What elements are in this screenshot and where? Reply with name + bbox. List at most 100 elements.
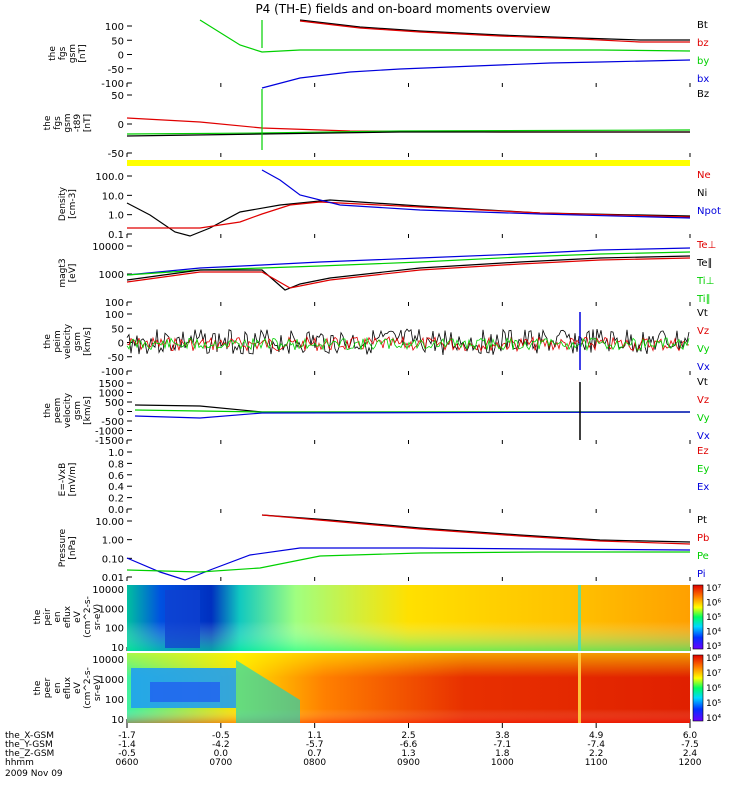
y-axis-label: velocity [63, 392, 73, 428]
legend-entry: Vy [697, 344, 710, 355]
y-tick-label: 0.10 [102, 554, 124, 565]
y-tick-label: 1000 [99, 675, 124, 686]
y-tick-label: 0 [118, 51, 124, 62]
orbit-row-label: the_Z-GSM [5, 749, 54, 759]
y-tick-label: 10000 [92, 585, 124, 596]
orbit-value: -7.1 [494, 740, 512, 750]
y-tick-label: 0.1 [108, 230, 124, 241]
panel-8: 10.00 1.00 0.10 0.01 Pressure [nPa] Pt Pb Pe Pi [58, 515, 709, 584]
y-axis-label: sr-eV) [93, 604, 103, 630]
trace-vt-peim [126, 328, 690, 356]
y-tick-label: 0.8 [108, 459, 124, 470]
y-tick-label: 50 [111, 91, 124, 102]
orbit-value: -6.6 [400, 740, 418, 750]
orbit-value: 0.7 [308, 749, 322, 759]
panel-7: 1.00.80.60.40.20.0 E=-VxB [mV/m] Ez Ey Ex [58, 446, 709, 516]
legend-entry: bz [697, 38, 709, 49]
colorbar-label: 10⁷ [706, 669, 721, 679]
legend-entry: Vt [697, 377, 708, 388]
y-tick-label: 10 [111, 643, 124, 654]
y-axis-label: eV [73, 681, 83, 694]
y-tick-label: 10.00 [95, 517, 124, 528]
y-axis-label: en [53, 682, 63, 693]
y-tick-label: 0.4 [108, 482, 124, 493]
y-axis-label: the [43, 403, 53, 418]
legend-entry: Ti∥ [696, 294, 711, 305]
orbit-value: -0.5 [212, 731, 230, 741]
legend-entry: Npot [697, 206, 721, 217]
colorbar-label: 10⁶ [706, 599, 721, 609]
legend-entry: Pi [697, 569, 706, 580]
legend-entry: Ez [697, 446, 709, 457]
y-tick-label: 100 [105, 695, 124, 706]
panel-5: 100 50 0 -50 -100 the peim velocity gsm [km/s] Vt V… [43, 308, 710, 378]
panel-3: 100.0 10.0 1.0 0.1 Density [cm-3] Ne Ni Npot [58, 170, 721, 241]
legend-entry: Pt [697, 515, 707, 526]
yellow-strip [127, 160, 690, 166]
orbit-value: 3.8 [495, 731, 510, 741]
legend-entry: Vz [697, 326, 709, 337]
orbit-value: -0.5 [118, 749, 136, 759]
y-tick-label: 0 [118, 120, 124, 131]
y-tick-label: 0 [118, 408, 124, 419]
y-axis-label: [nPa] [68, 536, 78, 559]
orbit-value: -7.4 [587, 740, 605, 750]
panel-4: 10000 1000 100 magt3 [eV] Te⊥ Te∥ Ti⊥ Ti∥ [58, 240, 716, 309]
y-tick-label: 1.00 [102, 536, 124, 547]
y-axis-label: peir [43, 608, 53, 626]
legend-entry: Vx [697, 362, 710, 373]
y-tick-label: 10000 [92, 242, 124, 253]
legend-entry: bx [697, 74, 709, 85]
y-tick-label: 0.01 [102, 573, 124, 584]
y-tick-label: -100 [101, 367, 124, 378]
colorbar-label: 10⁴ [706, 714, 721, 724]
y-axis-label: en [53, 611, 63, 622]
ion-spectrogram [127, 585, 690, 651]
trace-bt [299, 19, 690, 41]
trace-by [199, 19, 691, 53]
y-tick-label: 1.0 [108, 211, 124, 222]
y-tick-label: -500 [101, 417, 124, 428]
orbit-value: -4.2 [212, 740, 230, 750]
trace-bz [299, 20, 690, 43]
orbit-value: 1.1 [308, 731, 322, 741]
orbit-value: 1.8 [495, 749, 510, 759]
colorbar-label: 10⁴ [706, 628, 721, 638]
y-axis-label: Pressure [58, 528, 68, 567]
orbit-value: -7.5 [681, 740, 699, 750]
y-axis-label: [km/s] [83, 327, 93, 356]
y-axis-label: [eV] [68, 264, 78, 283]
colorbar-label: 10³ [706, 642, 721, 652]
y-tick-label: 10.0 [102, 191, 124, 202]
y-tick-label: 100 [105, 22, 124, 33]
legend-entry: Ni [697, 188, 707, 199]
y-axis-label: the [43, 334, 53, 349]
legend-entry: Ey [697, 464, 709, 475]
legend-entry: Vz [697, 395, 709, 406]
orbit-value: -1.4 [118, 740, 136, 750]
y-axis-label: [cm-3] [68, 189, 78, 219]
orbit-value: -1.7 [118, 731, 136, 741]
orbit-value: 0700 [209, 758, 232, 768]
legend-entry: Pb [697, 533, 709, 544]
trace-vx-peem [134, 411, 691, 419]
y-tick-label: -50 [108, 353, 124, 364]
y-axis-label: fgs [58, 46, 68, 60]
y-tick-label: -100 [101, 79, 124, 90]
trace-bz-green [126, 129, 691, 135]
y-axis-label: peem [53, 398, 63, 424]
y-tick-label: 500 [105, 398, 124, 409]
y-tick-label: 1000 [99, 604, 124, 615]
y-tick-label: -50 [108, 149, 124, 160]
y-tick-label: -1500 [95, 436, 124, 447]
colorbar-label: 10⁷ [706, 584, 721, 594]
y-tick-label: 0.6 [108, 471, 124, 482]
colorbar-label: 10⁵ [706, 613, 721, 623]
y-axis-label: peer [43, 677, 53, 698]
orbit-value: -5.7 [306, 740, 324, 750]
orbit-row-label: the_X-GSM [5, 731, 54, 741]
orbit-row-label: hhmm [5, 758, 34, 768]
y-tick-label: 0.2 [108, 494, 124, 505]
y-tick-label: 100.0 [95, 172, 124, 183]
